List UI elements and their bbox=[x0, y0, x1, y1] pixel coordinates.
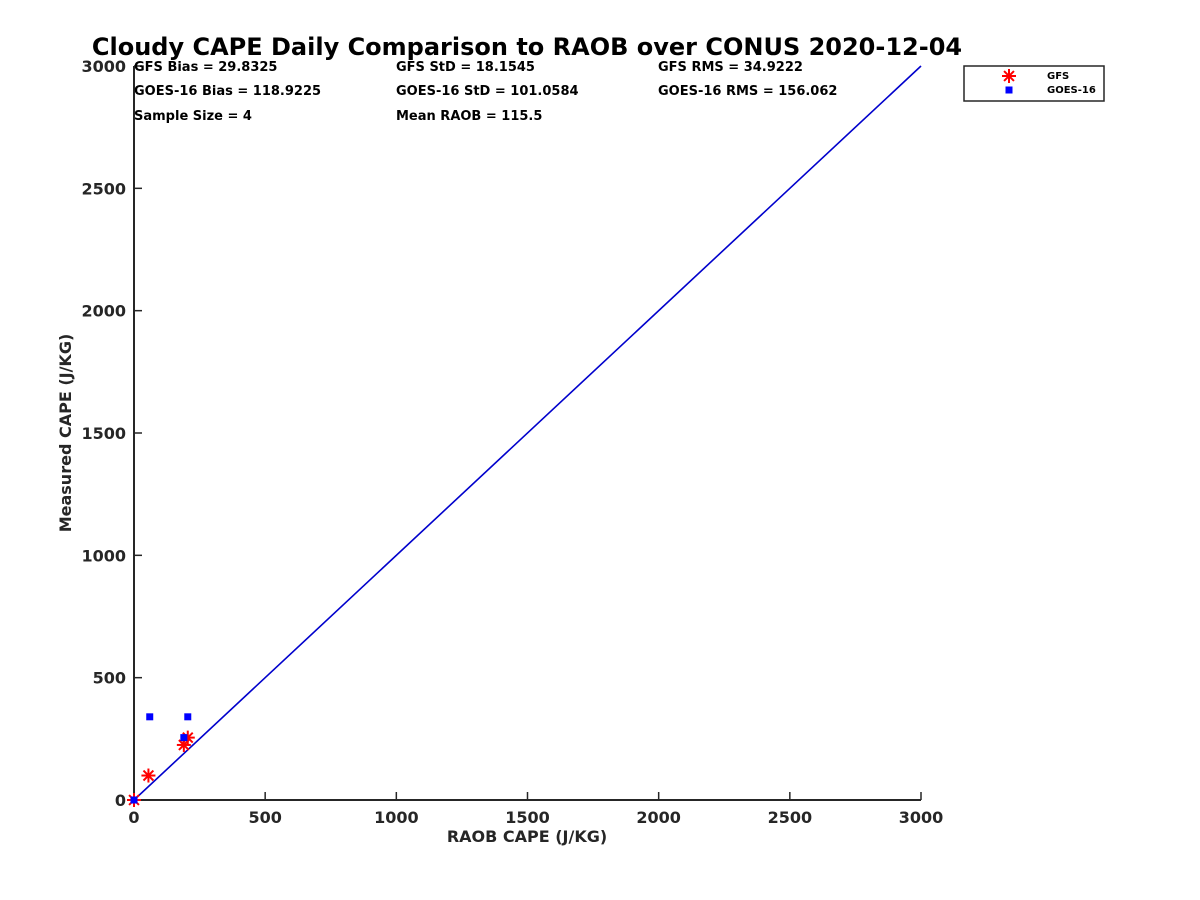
chart-title: Cloudy CAPE Daily Comparison to RAOB ove… bbox=[92, 33, 962, 61]
reference-line bbox=[133, 65, 922, 801]
x-tick-label: 2500 bbox=[768, 808, 813, 827]
y-ticks: 0 500 1000 1500 2000 2500 3000 bbox=[81, 57, 142, 810]
y-tick-label: 1000 bbox=[81, 546, 126, 565]
gfs-point bbox=[141, 768, 156, 783]
y-tick-label: 2500 bbox=[81, 179, 126, 198]
x-tick-label: 1500 bbox=[505, 808, 550, 827]
gfs-bias-stat: GFS Bias = 29.8325 bbox=[134, 60, 277, 75]
goes16-point bbox=[130, 796, 138, 804]
y-tick-label: 2000 bbox=[81, 302, 126, 321]
y-tick-label: 3000 bbox=[81, 57, 126, 76]
goes16-point bbox=[180, 734, 188, 742]
y-tick-label: 500 bbox=[93, 669, 126, 688]
x-axis-label: RAOB CAPE (J/KG) bbox=[447, 827, 607, 846]
goes16-point bbox=[184, 713, 192, 721]
legend: GFS GOES-16 bbox=[963, 65, 1105, 102]
gfs-rms-stat: GFS RMS = 34.9222 bbox=[658, 60, 803, 75]
stats-block: GFS Bias = 29.8325 GFS StD = 18.1545 GFS… bbox=[134, 60, 837, 124]
y-tick-label: 1500 bbox=[81, 424, 126, 443]
goes-bias-stat: GOES-16 Bias = 118.9225 bbox=[134, 84, 321, 99]
x-tick-label: 2000 bbox=[636, 808, 681, 827]
goes-std-stat: GOES-16 StD = 101.0584 bbox=[396, 84, 579, 99]
legend-gfs-marker bbox=[1002, 69, 1016, 83]
goes-rms-stat: GOES-16 RMS = 156.062 bbox=[658, 84, 837, 99]
x-tick-label: 0 bbox=[128, 808, 139, 827]
goes16-point bbox=[146, 713, 154, 721]
x-tick-label: 3000 bbox=[899, 808, 944, 827]
legend-goes-square bbox=[1005, 86, 1013, 94]
sample-size-stat: Sample Size = 4 bbox=[134, 109, 252, 124]
y-tick-label: 0 bbox=[115, 791, 126, 810]
x-tick-label: 1000 bbox=[374, 808, 419, 827]
reference-line-group bbox=[133, 65, 922, 801]
legend-goes-marker bbox=[1005, 86, 1013, 94]
gfs-std-stat: GFS StD = 18.1545 bbox=[396, 60, 535, 75]
y-axis-label: Measured CAPE (J/KG) bbox=[56, 334, 75, 533]
legend-gfs-asterisk bbox=[1002, 69, 1016, 83]
mean-raob-stat: Mean RAOB = 115.5 bbox=[396, 109, 542, 124]
legend-goes-label: GOES-16 bbox=[1047, 85, 1096, 96]
x-tick-label: 500 bbox=[248, 808, 281, 827]
x-ticks: 0 500 1000 1500 2000 2500 3000 bbox=[128, 792, 943, 827]
legend-gfs-label: GFS bbox=[1047, 71, 1069, 82]
data-points bbox=[127, 713, 195, 807]
legend-box bbox=[963, 65, 1105, 102]
